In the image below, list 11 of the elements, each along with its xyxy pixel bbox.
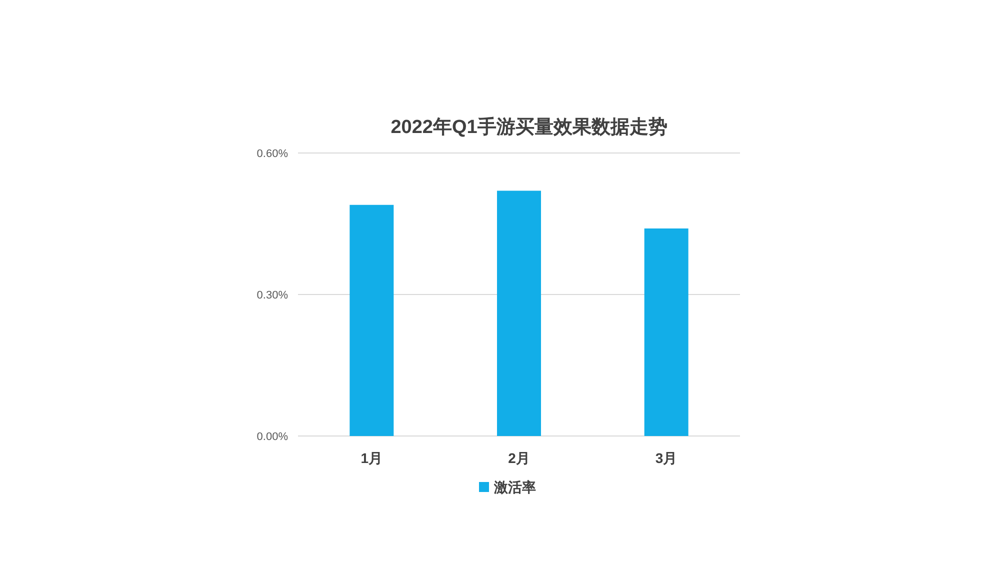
y-tick-label: 0.30% xyxy=(256,290,288,302)
bar xyxy=(497,190,541,436)
y-tick-label: 0.00% xyxy=(256,431,288,443)
y-tick-label: 0.60% xyxy=(256,148,288,160)
legend-label: 激活率 xyxy=(493,479,536,495)
bar xyxy=(350,204,394,436)
x-tick-label: 3月 xyxy=(655,450,678,466)
x-tick-label: 1月 xyxy=(360,450,383,466)
x-tick-label: 2月 xyxy=(508,450,530,466)
chart-title: 2022年Q1手游买量效果数据走势 xyxy=(390,116,668,138)
bar xyxy=(644,228,688,436)
